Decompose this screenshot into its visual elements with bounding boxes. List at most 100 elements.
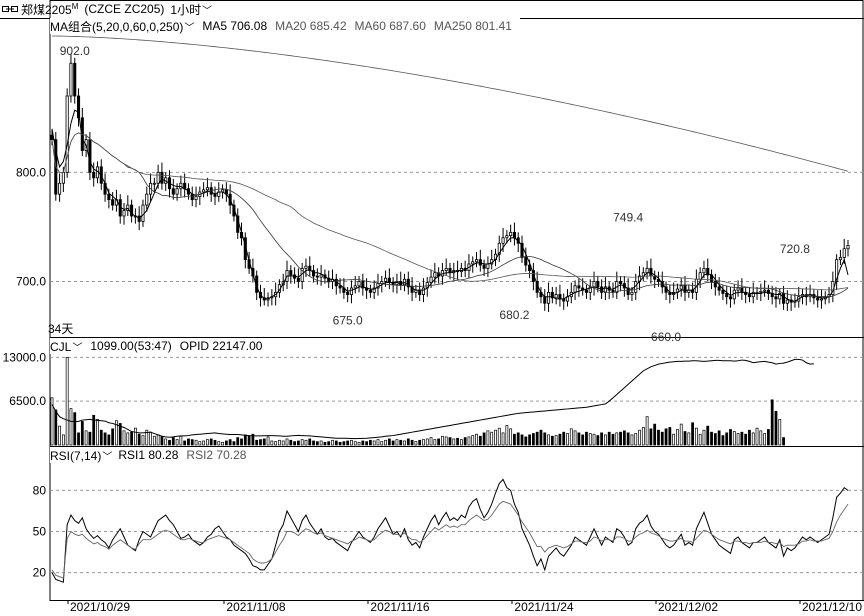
candle-body [509, 231, 513, 237]
volume-bar [285, 438, 289, 446]
link-icon[interactable] [2, 4, 18, 14]
volume-bar [634, 433, 638, 446]
volume-bar [641, 427, 645, 446]
volume-bar [247, 435, 251, 446]
candle-body [641, 272, 645, 277]
candle-body [353, 285, 357, 289]
ma250-value: MA250 801.41 [433, 19, 512, 33]
volume-bar [209, 438, 213, 446]
volume-bar [770, 399, 774, 446]
volume-bar [236, 437, 240, 446]
volume-bar [77, 432, 80, 446]
volume-bar [255, 439, 259, 446]
volume-bar [384, 439, 387, 446]
candle-body [406, 278, 410, 288]
volume-bar [566, 433, 569, 446]
volume-bar [444, 436, 448, 446]
volume-bar [759, 430, 763, 446]
volume-bar [429, 437, 433, 446]
volume-bar [683, 431, 687, 446]
volume-bar [744, 433, 748, 446]
candle-body [630, 291, 634, 295]
volume-bar [751, 432, 755, 446]
volume-bar [441, 435, 444, 446]
volume-bar [456, 437, 459, 446]
candle-body [122, 210, 126, 217]
chevron-down-icon: ﹀ [202, 5, 213, 17]
volume-bar [706, 425, 710, 446]
ma-group-selector[interactable]: MA组合(5,20,0,60,0,250)﹀ [50, 19, 195, 34]
candle-body [308, 265, 312, 271]
volume-bar [778, 419, 782, 446]
volume-bar [725, 432, 729, 446]
candle-body [478, 259, 482, 266]
volume-bar [179, 435, 183, 446]
candle-body [838, 257, 842, 261]
candle-body [626, 287, 630, 295]
volume-bar [710, 431, 713, 446]
candle-body [486, 263, 490, 269]
volume-bar [596, 435, 600, 446]
period-selector[interactable]: 1小时﹀ [170, 2, 213, 17]
volume-bar [346, 440, 350, 446]
candle-body [130, 204, 134, 217]
volume-bar [334, 440, 338, 446]
volume-bar [308, 438, 312, 446]
volume-bar [243, 434, 247, 446]
volume-bar [175, 439, 179, 446]
volume-bar [365, 441, 369, 446]
volume-bar [111, 428, 115, 446]
candle-body [296, 277, 300, 282]
candle-body [497, 242, 501, 255]
rsi2-line [51, 500, 849, 579]
volume-bar [232, 441, 236, 446]
volume-bar [54, 409, 58, 446]
volume-bar [312, 440, 315, 446]
volume-bar [657, 429, 660, 446]
volume-bar [581, 434, 585, 446]
ma60-line [51, 132, 849, 291]
candle-body [702, 267, 706, 274]
cjl-selector[interactable]: CJL﹀ [50, 339, 83, 354]
volume-bar [433, 439, 437, 446]
volume-bar [729, 429, 732, 446]
volume-bar [156, 434, 160, 446]
y-tick-label: 13000.0 [3, 350, 47, 364]
volume-bar [99, 429, 103, 446]
candle-body [289, 270, 293, 276]
volume-bar [137, 433, 141, 446]
volume-bar [452, 438, 456, 446]
volume-bar [486, 430, 490, 446]
candle-body [175, 188, 179, 195]
title-bar: 郑煤2205M (CZCE ZC205) 1小时﹀ [0, 0, 864, 18]
days-label: 34天 [48, 322, 73, 336]
candle-body [728, 296, 733, 300]
candle-body [766, 289, 770, 294]
volume-bar [528, 434, 531, 446]
volume-bar [251, 433, 255, 446]
volume-bar [274, 441, 278, 446]
volume-bar [342, 441, 346, 446]
volume-bar [755, 427, 759, 446]
volume-bar [92, 414, 96, 446]
volume-bar [558, 433, 562, 446]
volume-bar [698, 433, 702, 446]
rsi-selector[interactable]: RSI(7,14)﹀ [50, 448, 113, 463]
candle-body [111, 199, 115, 206]
volume-bar [115, 420, 118, 446]
volume-bar [717, 430, 721, 446]
volume-bar [414, 441, 418, 446]
y-tick-label: 700.0 [16, 274, 46, 288]
volume-bar [353, 441, 357, 446]
volume-bar [691, 422, 694, 446]
symbol-name[interactable]: 郑煤2205M [21, 1, 79, 17]
volume-bar [84, 430, 88, 446]
volume-bar [73, 412, 77, 446]
candle-body [471, 261, 475, 265]
candle-body [194, 195, 198, 201]
volume-bar [607, 431, 611, 446]
candle-body [584, 289, 588, 293]
volume-bar [694, 427, 698, 446]
candle-body [577, 285, 581, 289]
volume-bar [478, 435, 482, 446]
